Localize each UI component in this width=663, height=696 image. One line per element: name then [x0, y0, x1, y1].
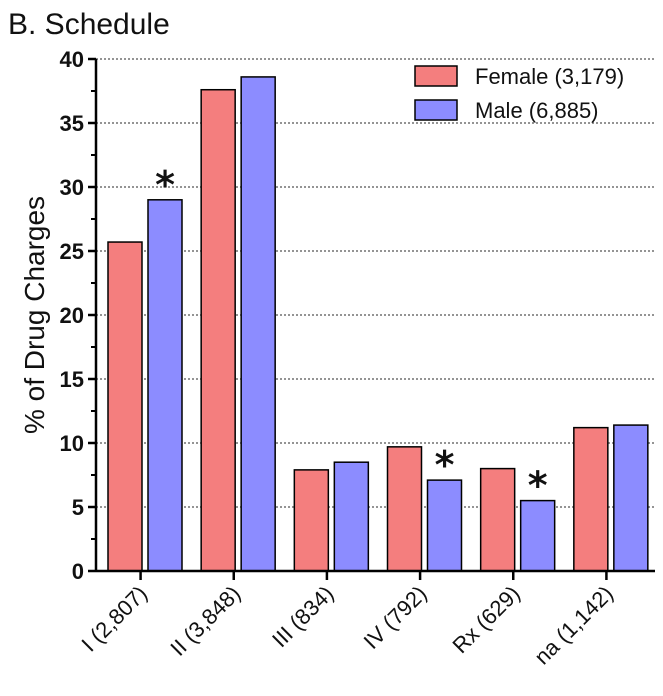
y-tick-label: 10 — [60, 431, 84, 456]
y-tick-label: 5 — [72, 495, 84, 520]
x-tick-label: na (1,142) — [529, 581, 618, 670]
legend-label: Male (6,885) — [475, 98, 599, 123]
y-tick-label: 0 — [72, 559, 84, 584]
bar — [107, 241, 143, 572]
legend-label: Female (3,179) — [475, 64, 624, 89]
legend: Female (3,179) Male (6,885) — [414, 64, 624, 123]
y-tick-label: 30 — [60, 175, 84, 200]
significance-marker: * — [435, 443, 455, 487]
bar — [240, 76, 276, 572]
bar — [200, 88, 236, 572]
y-axis-label: % of Drug Charges — [19, 196, 50, 434]
bar — [479, 467, 516, 572]
bar — [386, 446, 423, 572]
y-tick-label: 20 — [60, 303, 84, 328]
gridlines — [96, 58, 655, 508]
legend-swatch — [414, 65, 458, 87]
y-tick-label: 15 — [60, 367, 84, 392]
y-tick-label: 25 — [60, 239, 84, 264]
legend-swatch — [414, 99, 458, 121]
x-tick-label: II (3,848) — [165, 581, 245, 661]
x-tick-label: Rx (629) — [447, 581, 524, 658]
y-tick-label: 35 — [60, 111, 84, 136]
bar — [519, 499, 556, 572]
significance-markers: * * * — [155, 163, 548, 508]
bar — [426, 479, 463, 572]
bar — [613, 424, 649, 572]
y-tick-label: 40 — [60, 47, 84, 72]
bar — [573, 426, 609, 572]
chart-title: B. Schedule — [8, 8, 170, 41]
bar — [293, 469, 330, 572]
x-tick-label: III (834) — [267, 581, 338, 652]
x-tick-label: IV (792) — [359, 581, 432, 654]
x-tick-label: I (2,807) — [77, 581, 153, 657]
significance-marker: * — [155, 163, 175, 207]
significance-marker: * — [528, 464, 548, 508]
bar — [333, 461, 370, 572]
bar — [147, 199, 183, 572]
bars — [107, 76, 649, 572]
